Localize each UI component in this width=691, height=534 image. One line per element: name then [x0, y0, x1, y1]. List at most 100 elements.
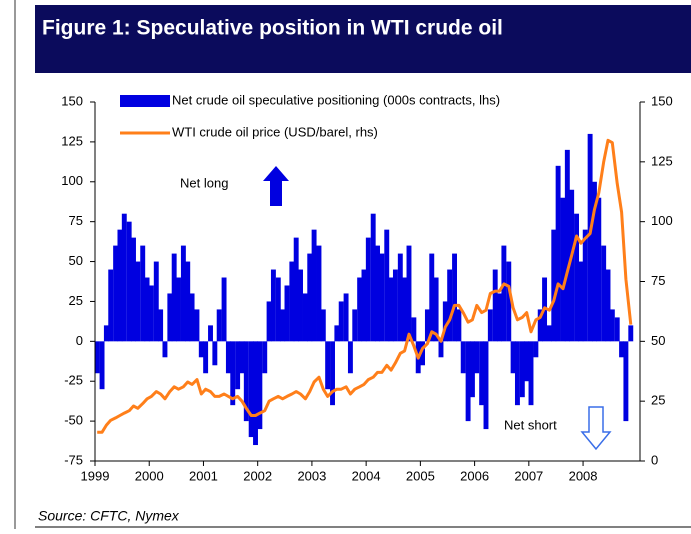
bar	[235, 341, 241, 390]
bar	[384, 229, 390, 342]
y2-tick-label: 0	[651, 452, 658, 467]
bar	[203, 341, 209, 374]
bar	[117, 229, 123, 342]
bar	[546, 325, 552, 342]
bar	[194, 309, 200, 342]
y-tick-label: 25	[69, 293, 83, 308]
bar	[578, 261, 584, 342]
y-tick-label: 150	[61, 93, 83, 108]
bar	[519, 341, 525, 398]
y2-tick-label: 125	[651, 153, 673, 168]
bar	[447, 269, 453, 342]
bar	[330, 341, 335, 406]
bar	[103, 325, 109, 342]
bar	[171, 253, 177, 342]
bar	[601, 245, 607, 342]
x-tick-label: 2008	[569, 468, 598, 483]
annotation: Net long	[180, 175, 228, 190]
y-tick-label: 50	[69, 253, 83, 268]
bar	[614, 317, 620, 342]
bar	[280, 309, 286, 342]
chart-title: Figure 1: Speculative position in WTI cr…	[42, 17, 503, 40]
bar	[94, 341, 100, 374]
x-tick-label: 2003	[297, 468, 326, 483]
y-tick-label: -75	[64, 452, 83, 467]
bar	[320, 309, 326, 342]
bar	[619, 341, 625, 358]
title-band	[35, 5, 691, 73]
bar	[460, 341, 466, 374]
bar	[438, 341, 444, 358]
bar	[298, 269, 303, 342]
y2-tick-label: 50	[651, 333, 665, 348]
bar	[262, 341, 268, 374]
bar	[514, 341, 520, 406]
source: Source: CFTC, Nymex	[38, 508, 180, 524]
bar	[479, 341, 485, 406]
y-tick-label: 100	[61, 173, 83, 188]
bar	[198, 341, 204, 358]
bar	[275, 277, 281, 342]
bar	[555, 165, 561, 342]
bar	[442, 301, 448, 342]
bar	[560, 197, 566, 342]
bar	[140, 245, 146, 342]
bar	[338, 301, 344, 342]
y2-tick-label: 75	[651, 273, 665, 288]
legend-label: Net crude oil speculative positioning (0…	[172, 92, 500, 107]
bar	[108, 269, 114, 342]
bar	[533, 341, 539, 358]
x-tick-label: 2001	[189, 468, 218, 483]
bar	[628, 325, 634, 342]
down-arrow	[580, 406, 612, 451]
annotation: Net short	[504, 417, 557, 432]
bar	[452, 253, 457, 342]
bar	[469, 341, 475, 398]
bar	[487, 309, 493, 342]
y2-tick-label: 100	[651, 213, 673, 228]
bar	[433, 277, 439, 342]
x-tick-label: 1999	[81, 468, 110, 483]
bar	[212, 341, 218, 366]
bar	[379, 253, 385, 342]
bar	[243, 341, 249, 422]
y2-tick-label: 150	[651, 93, 673, 108]
bar	[524, 341, 530, 382]
bar	[135, 261, 141, 342]
bar	[239, 341, 245, 374]
bar	[605, 269, 611, 342]
bar	[587, 133, 593, 342]
y-tick-label: -50	[64, 413, 83, 428]
bar	[510, 341, 516, 374]
x-tick-label: 2006	[460, 468, 489, 483]
legend-swatch	[120, 95, 170, 107]
bar	[230, 341, 236, 406]
bar	[307, 253, 313, 342]
bar	[582, 229, 588, 342]
bar	[216, 309, 222, 342]
x-tick-label: 2000	[135, 468, 164, 483]
bar	[357, 277, 363, 342]
bar	[253, 341, 258, 446]
bar	[465, 341, 471, 422]
bar	[302, 293, 308, 342]
bar	[144, 277, 150, 342]
bar	[429, 253, 435, 342]
bar	[162, 341, 168, 358]
bar	[352, 309, 358, 342]
bar	[397, 253, 403, 342]
bar	[406, 245, 412, 342]
bar	[248, 341, 254, 438]
x-tick-label: 2004	[352, 468, 381, 483]
bar	[343, 293, 349, 342]
bar	[361, 269, 367, 342]
bar	[365, 237, 371, 342]
bar	[257, 341, 263, 430]
bar	[113, 245, 119, 342]
bar	[167, 293, 173, 342]
bar	[596, 197, 602, 342]
bar	[189, 293, 195, 342]
bar	[316, 245, 322, 342]
y-tick-label: 75	[69, 213, 83, 228]
